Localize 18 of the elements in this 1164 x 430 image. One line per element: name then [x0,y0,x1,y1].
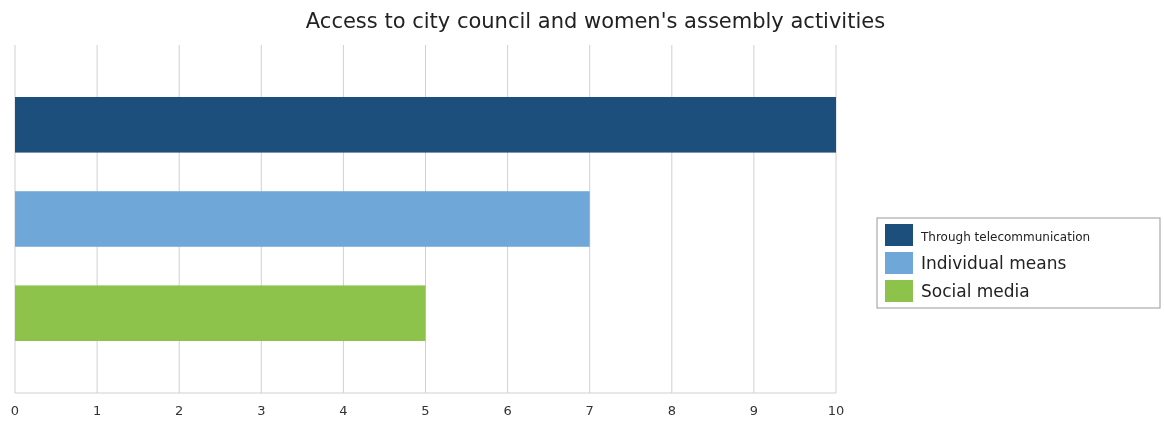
bar [15,97,836,153]
x-tick-label: 5 [421,403,430,418]
legend-label: Social media [921,281,1030,301]
bar [15,191,590,247]
x-tick-label: 9 [749,403,759,418]
x-tick-label: 10 [827,403,845,418]
x-tick-label: 7 [585,403,594,418]
x-tick-label: 3 [257,403,266,418]
legend-label: Individual means [921,253,1067,273]
x-tick-label: 0 [10,403,20,418]
x-tick-label: 4 [339,403,348,418]
bar [15,285,426,341]
chart-title: Access to city council and women's assembly activities [305,9,886,33]
x-tick-label: 8 [667,403,676,418]
x-tick-label: 1 [92,403,102,418]
x-tick-label: 6 [503,403,512,418]
x-tick-label: 2 [175,403,184,418]
legend-label: Through telecommunication [920,230,1091,244]
